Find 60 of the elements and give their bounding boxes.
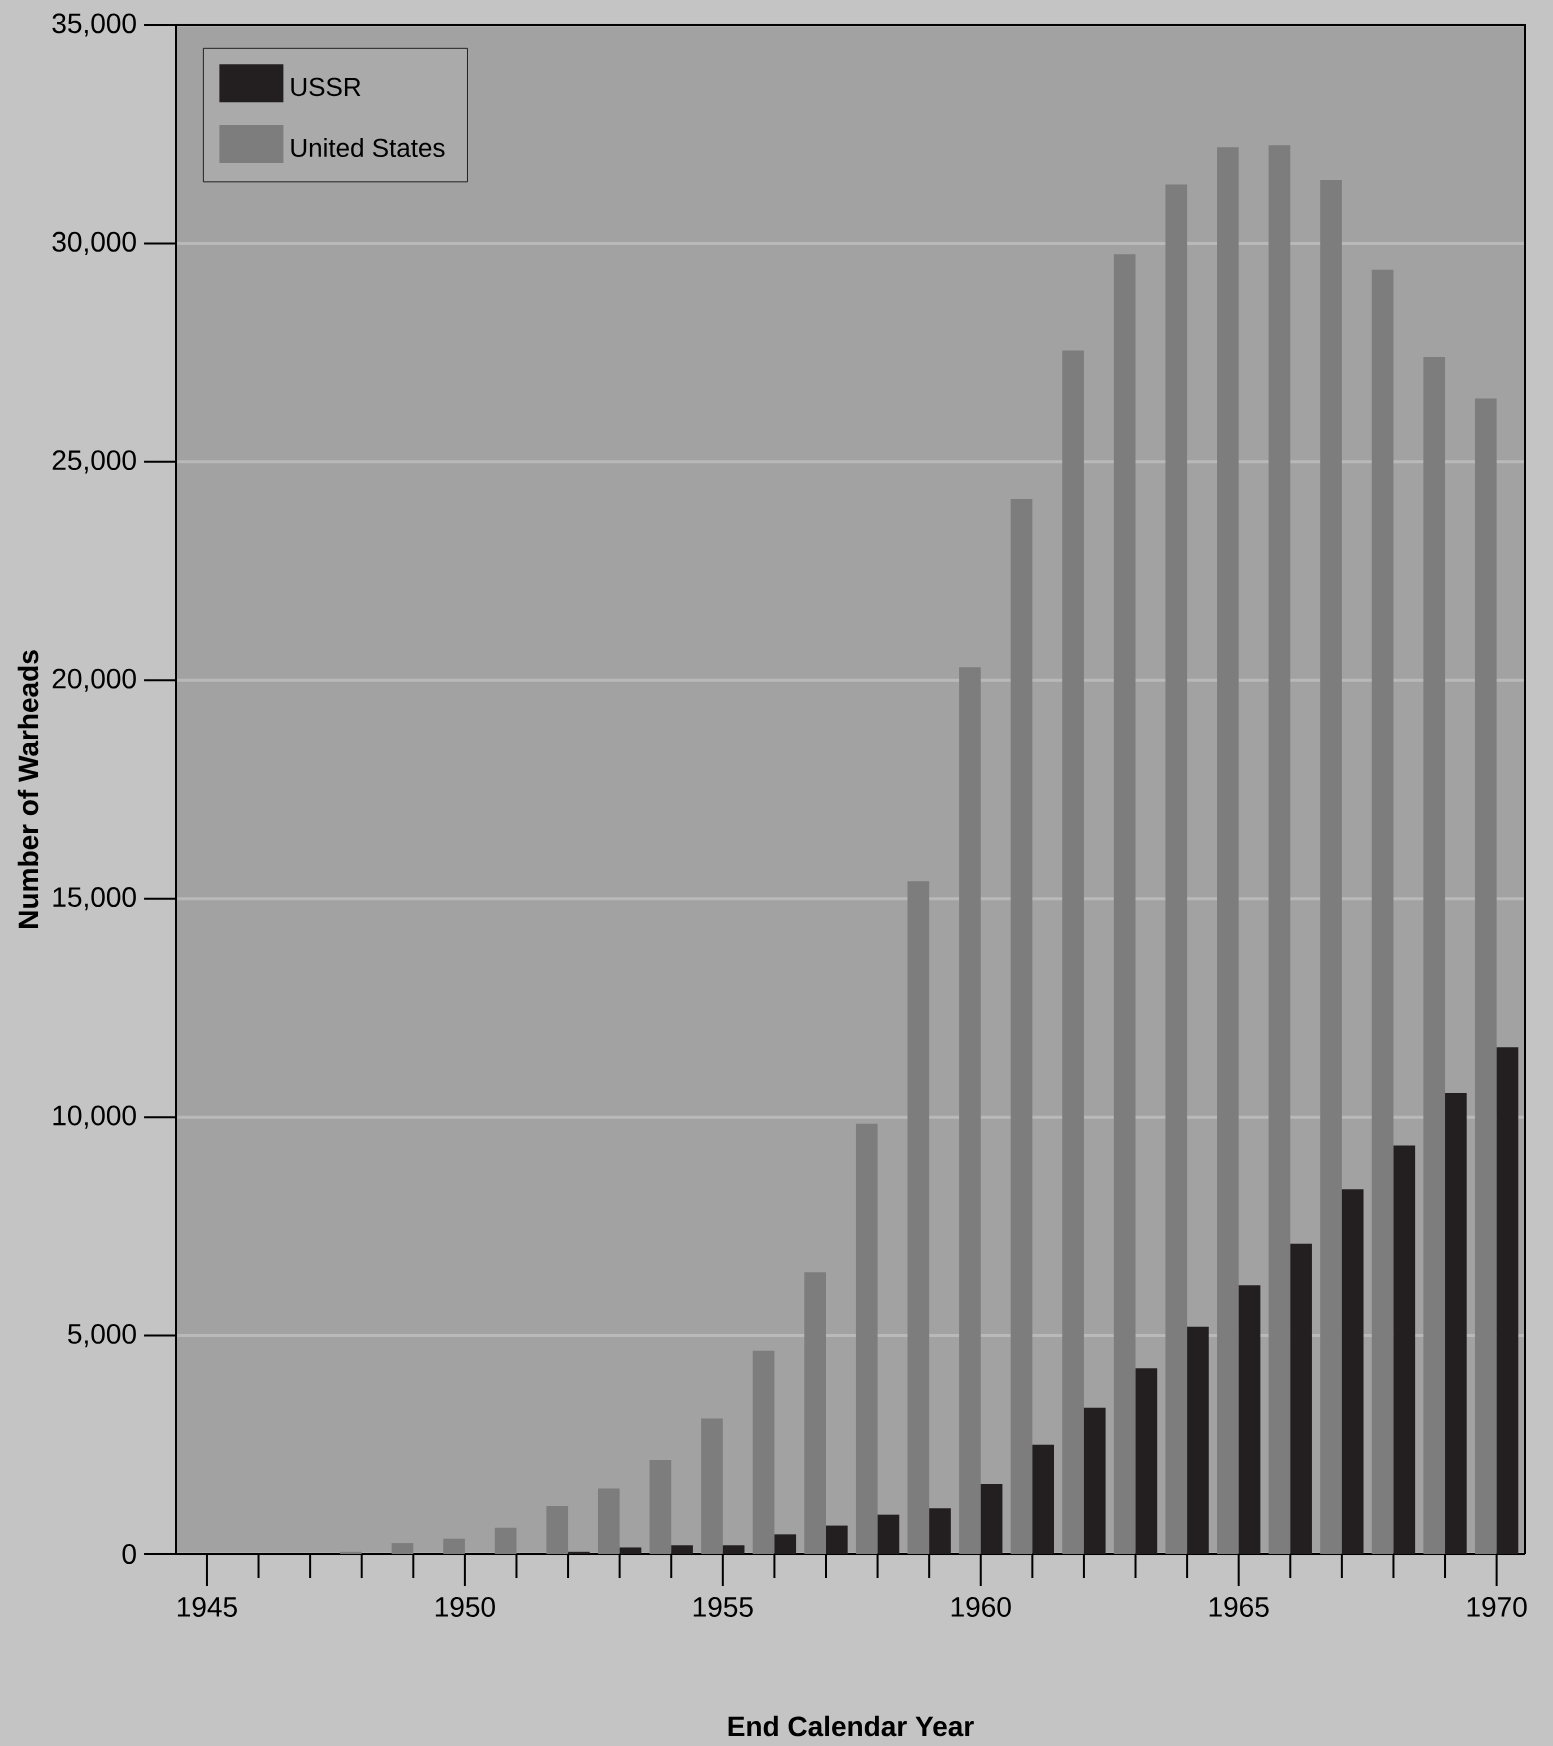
y-tick-label: 5,000 [68, 1323, 136, 1348]
bar [1238, 1285, 1261, 1554]
x-tick-label: 1970 [1467, 1597, 1527, 1617]
bar [1474, 398, 1497, 1554]
bar [568, 1551, 590, 1554]
bar [391, 1543, 414, 1554]
bar [1083, 1407, 1106, 1554]
bar [804, 1272, 826, 1554]
bar [929, 1508, 951, 1554]
bar [1010, 498, 1033, 1554]
bar [340, 1551, 362, 1554]
y-tick-label: 35,000 [52, 13, 136, 37]
bar [1187, 1326, 1209, 1554]
bar [1341, 1189, 1364, 1554]
x-tick-label: 1945 [177, 1597, 237, 1617]
bar [959, 667, 981, 1554]
x-tick-label: 1965 [1209, 1597, 1269, 1617]
bar [752, 1350, 775, 1554]
bar [546, 1505, 569, 1554]
bar [443, 1538, 465, 1554]
bar [1062, 350, 1084, 1554]
bar [1496, 1047, 1519, 1554]
y-tick-label: 0 [122, 1544, 136, 1564]
bar [494, 1527, 517, 1554]
bar [877, 1514, 900, 1554]
bar [722, 1545, 745, 1554]
bar [1393, 1145, 1416, 1554]
y-tick-label: 10,000 [53, 1105, 136, 1129]
x-tick-label: 1950 [435, 1597, 495, 1617]
bar [855, 1123, 878, 1554]
bar [1290, 1243, 1312, 1554]
bar [1165, 184, 1188, 1554]
x-tick-label: 1955 [693, 1597, 753, 1617]
legend-label: USSR [291, 77, 361, 97]
bar [774, 1534, 797, 1554]
bar [671, 1545, 693, 1554]
bar [1320, 180, 1342, 1554]
bar [597, 1488, 620, 1554]
bar [1371, 269, 1394, 1554]
bar [1445, 1093, 1467, 1554]
bar [1113, 254, 1136, 1554]
bar [826, 1525, 848, 1554]
bar [1135, 1368, 1158, 1554]
bar [619, 1547, 642, 1554]
y-tick-label: 20,000 [52, 668, 136, 692]
legend-label: United States [291, 137, 445, 158]
bar [907, 881, 930, 1554]
y-axis-title: Number of Warheads [17, 650, 39, 928]
bar [1032, 1444, 1055, 1554]
bar [1217, 147, 1239, 1554]
y-tick-label: 30,000 [52, 231, 136, 255]
bar [1423, 357, 1446, 1554]
bar [701, 1418, 723, 1554]
x-tick-label: 1960 [951, 1597, 1011, 1617]
y-tick-label: 25,000 [52, 450, 136, 474]
x-axis-title: End Calendar Year [728, 1715, 974, 1737]
bar [649, 1460, 672, 1554]
bar [980, 1484, 1003, 1554]
bar [1268, 145, 1291, 1554]
y-tick-label: 15,000 [53, 887, 136, 911]
